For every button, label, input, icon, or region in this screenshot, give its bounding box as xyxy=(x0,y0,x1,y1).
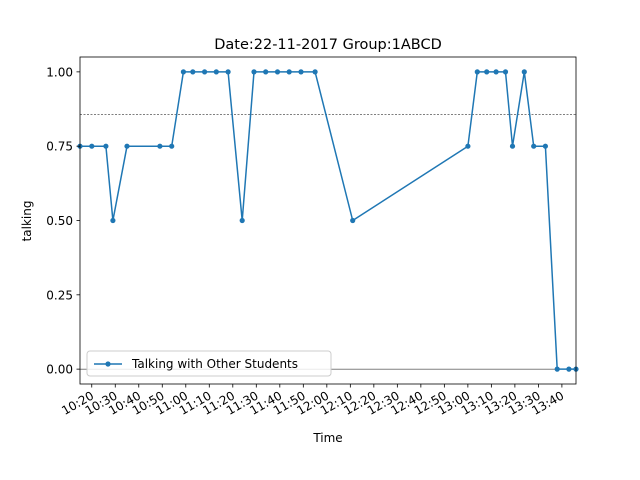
data-point xyxy=(286,69,292,75)
data-point xyxy=(180,69,186,75)
data-point xyxy=(213,69,219,75)
x-axis-label: Time xyxy=(312,431,342,445)
legend-marker-sample xyxy=(105,361,111,367)
data-point xyxy=(190,69,196,75)
legend: Talking with Other Students xyxy=(86,350,332,377)
data-point xyxy=(169,143,175,149)
data-point xyxy=(124,143,130,149)
data-point xyxy=(89,143,95,149)
legend-label: Talking with Other Students xyxy=(131,357,298,371)
legend-box xyxy=(86,350,332,377)
data-point xyxy=(103,143,109,149)
y-axis-label: talking xyxy=(20,201,34,242)
data-point xyxy=(474,69,480,75)
y-tick-label: 0.25 xyxy=(46,288,73,302)
data-point xyxy=(225,69,231,75)
data-point xyxy=(521,69,527,75)
data-point xyxy=(531,143,537,149)
data-point xyxy=(202,69,208,75)
y-tick-label: 0.00 xyxy=(46,363,73,377)
data-point xyxy=(350,217,356,224)
data-point xyxy=(274,69,281,75)
data-point xyxy=(509,143,516,149)
data-point xyxy=(157,143,163,149)
y-tick-label: 1.00 xyxy=(46,65,73,79)
data-point xyxy=(554,366,560,372)
data-point xyxy=(263,69,269,75)
y-tick-label: 0.75 xyxy=(46,140,73,154)
data-point xyxy=(542,143,549,149)
chart-title: Date:22-11-2017 Group:1ABCD xyxy=(214,37,442,53)
data-point xyxy=(502,69,509,75)
data-point xyxy=(465,143,471,149)
data-point xyxy=(239,217,245,224)
data-point xyxy=(566,366,572,372)
data-point xyxy=(484,69,490,75)
data-point xyxy=(298,69,304,75)
data-point xyxy=(110,217,116,224)
data-point xyxy=(251,69,257,75)
data-point xyxy=(312,69,318,75)
y-tick-label: 0.50 xyxy=(46,214,73,228)
data-point xyxy=(493,69,499,75)
